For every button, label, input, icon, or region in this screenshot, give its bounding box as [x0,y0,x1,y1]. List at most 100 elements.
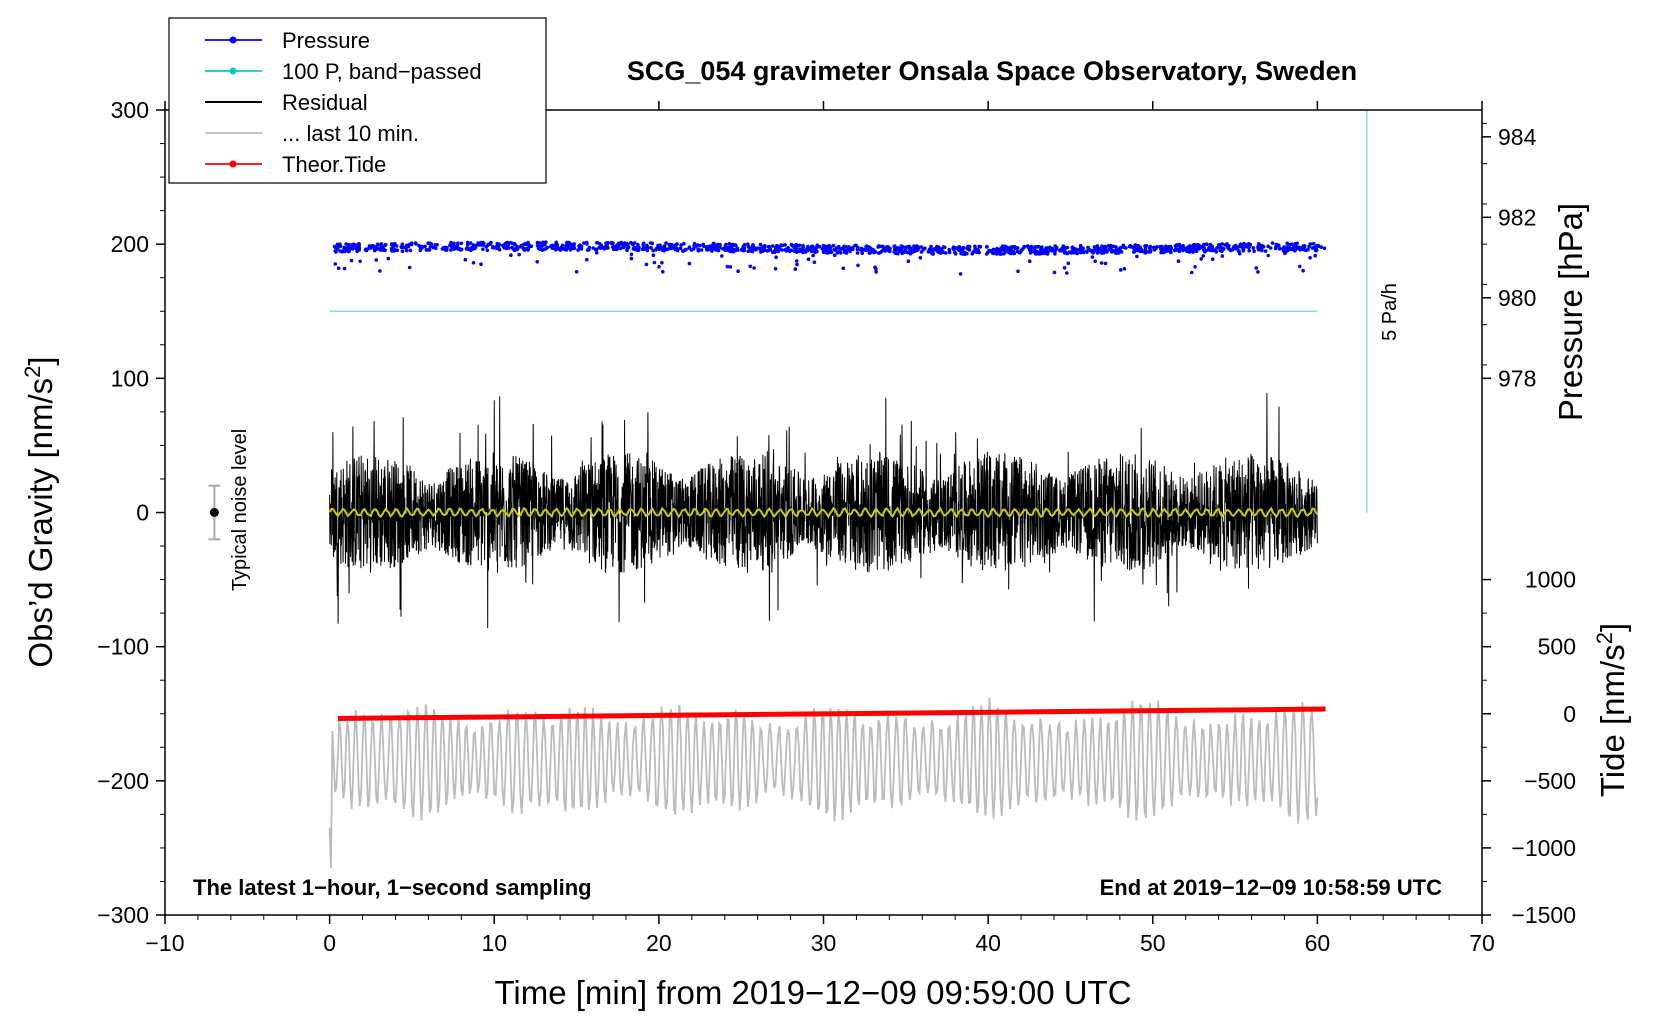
pressure-point [651,253,656,257]
pressure-point [479,243,483,247]
pressure-point [332,244,337,249]
pressure-point [510,241,515,246]
pressure-point [801,244,805,249]
pressure-point [793,249,797,253]
x-tick-label: 30 [811,930,837,956]
pressure-point [465,240,470,245]
pressure-point [1175,248,1180,252]
pressure-point [1282,248,1287,252]
pressure-point [831,243,836,248]
pressure-point [756,246,760,250]
pressure-point [851,247,855,251]
pressure-point [732,247,736,252]
tide-label-base: Tide [nm/s [1594,644,1631,797]
pressure-point [538,247,542,251]
pressure-point [651,248,655,253]
pressure-point [699,248,704,252]
pressure-point [597,246,601,250]
pressure-point [970,252,975,256]
pressure-point [657,265,661,269]
pressure-point [1241,246,1245,251]
pressure-point [675,246,679,251]
pressure-point [812,245,816,250]
pressure-point [553,247,558,251]
legend-swatch-dot [229,67,237,75]
pressure-point [611,245,615,249]
pressure-tick-label: 982 [1498,204,1536,230]
legend: Pressure 100 P, band−passed Residual ... la… [168,17,547,184]
pressure-point [632,241,637,245]
pressure-point [701,243,705,247]
tide-tick-label: 1000 [1525,567,1576,593]
pressure-point [809,246,813,251]
pressure-point [645,243,649,248]
pressure-point [1116,251,1121,255]
pressure-point [892,250,896,254]
pressure-point [372,248,377,253]
pressure-point [1202,245,1206,250]
pressure-point [1143,248,1148,252]
pressure-point [541,247,546,252]
pressure-point [591,246,595,250]
pressure-point [679,243,683,247]
pressure-point [572,245,576,250]
pressure-point [535,260,539,264]
pressure-point [760,248,765,252]
pressure-point [1143,244,1147,248]
pressure-point [459,241,464,246]
pressure-point [1319,245,1324,249]
pressure-point [1313,248,1318,253]
pressure-point [455,245,459,250]
pressure-point [792,245,796,250]
pressure-point [763,245,767,250]
legend-label: Theor.Tide [282,152,386,177]
pressure-point [973,244,977,249]
pressure-point [1242,243,1247,248]
pressure-point [1052,270,1057,275]
pressure-point [714,248,718,252]
pressure-point [1168,249,1173,254]
pressure-point [611,241,615,245]
pressure-point [433,243,437,247]
pressure-point [594,250,599,255]
pressure-point [916,248,920,252]
pressure-point [540,241,545,246]
pressure-point [1237,251,1242,256]
pressure-point [898,246,903,250]
pressure-point [1099,261,1104,265]
pressure-point [595,241,599,245]
y-left-label-sup: 2 [20,366,45,378]
pressure-point [1085,250,1089,254]
pressure-point [408,248,413,253]
pressure-point [793,267,798,271]
pressure-point [1039,247,1043,251]
pressure-point [864,244,868,249]
pressure-point [953,250,957,255]
pressure-point [1128,244,1133,248]
pressure-point [1189,270,1194,275]
pressure-point [649,246,653,250]
pressure-point [643,246,648,251]
pressure-point [652,260,657,265]
pressure-point [374,258,379,262]
pressure-point [812,260,817,265]
pressure-point [400,249,405,253]
tide-tick-label: −500 [1524,768,1576,794]
pressure-point [742,243,747,247]
pressure-point [381,246,385,250]
pressure-point [1256,270,1260,274]
pressure-point [1172,248,1177,253]
pressure-point [795,262,799,267]
pressure-point [712,241,716,246]
pressure-point [664,241,668,245]
pressure-point [822,245,827,249]
pressure-tick-label: 980 [1498,285,1536,311]
legend-entry: Residual [205,90,368,115]
pressure-point [1274,245,1278,249]
pressure-point [622,241,627,245]
pressure-point [903,248,907,253]
pressure-point [797,243,802,248]
pressure-point [340,249,345,254]
pressure-point [1016,269,1020,274]
pressure-point [661,270,665,274]
